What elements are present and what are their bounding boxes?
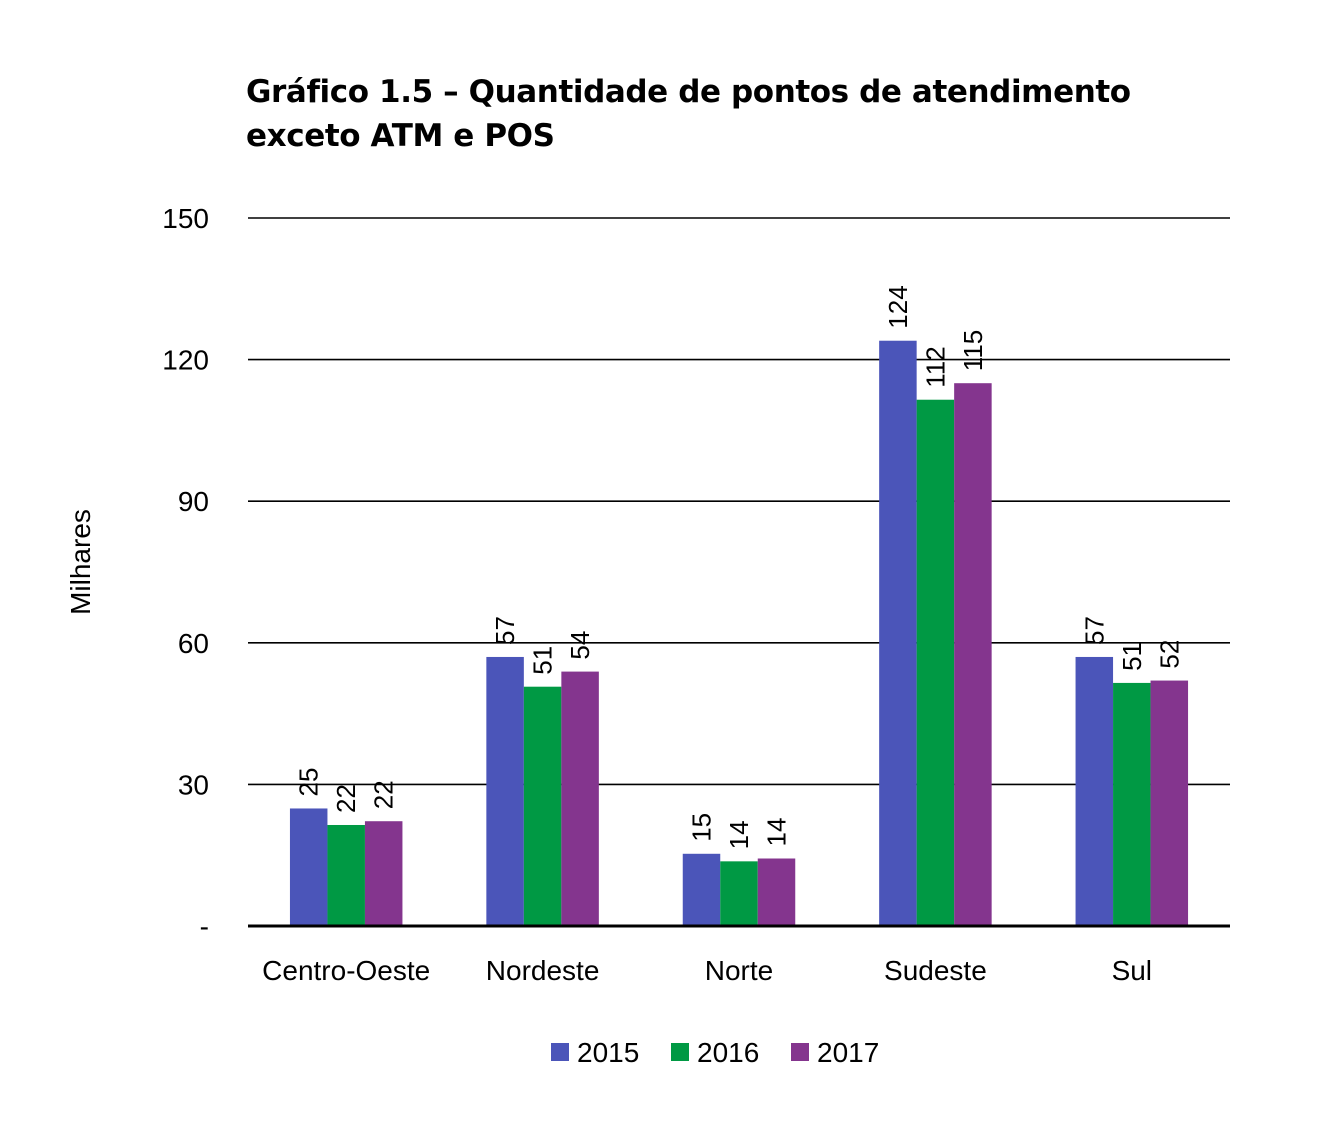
bar-2016-sul bbox=[1113, 682, 1151, 926]
x-category-label: Norte bbox=[705, 955, 773, 986]
legend-swatch-2015 bbox=[551, 1043, 569, 1061]
data-label: 52 bbox=[1154, 640, 1184, 669]
legend-swatch-2016 bbox=[671, 1043, 689, 1061]
x-category-label: Sudeste bbox=[884, 955, 987, 986]
x-category-label: Nordeste bbox=[486, 955, 600, 986]
bar-2016-centro-oeste bbox=[327, 824, 365, 926]
data-label: 22 bbox=[331, 784, 361, 813]
data-label: 124 bbox=[883, 285, 913, 328]
legend-label-2015: 2015 bbox=[577, 1037, 639, 1068]
data-label: 14 bbox=[724, 820, 754, 849]
bar-2016-sudeste bbox=[916, 399, 955, 927]
y-axis-title: Milhares bbox=[65, 509, 96, 615]
bars bbox=[289, 340, 1189, 927]
x-category-label: Sul bbox=[1112, 955, 1152, 986]
legend-swatch-2017 bbox=[791, 1043, 809, 1061]
chart-title-line-1: Gráfico 1.5 – Quantidade de pontos de at… bbox=[246, 74, 1131, 110]
legend: 2015 2016 2017 bbox=[551, 1037, 879, 1068]
data-label: 54 bbox=[565, 631, 595, 660]
data-label: 112 bbox=[920, 346, 950, 387]
chart-title-line-2: exceto ATM e POS bbox=[246, 118, 555, 154]
y-tick-label: 120 bbox=[162, 345, 209, 376]
y-tick-label: 30 bbox=[178, 769, 209, 800]
x-axis-categories: Centro-Oeste Nordeste Norte Sudeste Sul bbox=[262, 955, 1152, 986]
data-label: 57 bbox=[490, 616, 520, 645]
bar-2016-norte bbox=[720, 861, 758, 926]
data-label: 57 bbox=[1079, 616, 1109, 645]
bar-2015-nordeste bbox=[486, 656, 524, 926]
bar-2017-nordeste bbox=[561, 671, 599, 926]
data-label: 15 bbox=[687, 813, 717, 842]
bar-2017-centro-oeste bbox=[364, 821, 403, 926]
data-label: 51 bbox=[528, 646, 558, 675]
y-tick-label: - bbox=[200, 911, 209, 942]
y-axis-ticks: - 30 60 90 120 150 bbox=[162, 203, 209, 942]
y-tick-label: 60 bbox=[178, 628, 209, 659]
bar-2015-centro-oeste bbox=[289, 808, 328, 926]
chart-title: Gráfico 1.5 – Quantidade de pontos de at… bbox=[246, 70, 1246, 158]
y-tick-label: 90 bbox=[178, 486, 209, 517]
data-label: 25 bbox=[294, 768, 324, 797]
data-label: 115 bbox=[958, 330, 988, 371]
gridlines bbox=[248, 217, 1230, 786]
legend-label-2017: 2017 bbox=[817, 1037, 879, 1068]
bar-2015-norte bbox=[682, 853, 721, 926]
data-label: 51 bbox=[1117, 642, 1147, 671]
legend-label-2016: 2016 bbox=[697, 1037, 759, 1068]
bar-2015-sul bbox=[1075, 656, 1114, 926]
bar-2017-norte bbox=[757, 858, 796, 926]
bar-2017-sul bbox=[1150, 680, 1189, 926]
bar-2016-nordeste bbox=[523, 686, 562, 926]
data-label: 14 bbox=[762, 818, 792, 847]
y-tick-label: 150 bbox=[162, 203, 209, 234]
bar-2015-sudeste bbox=[879, 340, 917, 927]
x-category-label: Centro-Oeste bbox=[262, 955, 430, 986]
bar-2017-sudeste bbox=[954, 383, 992, 926]
data-label: 22 bbox=[369, 780, 399, 809]
